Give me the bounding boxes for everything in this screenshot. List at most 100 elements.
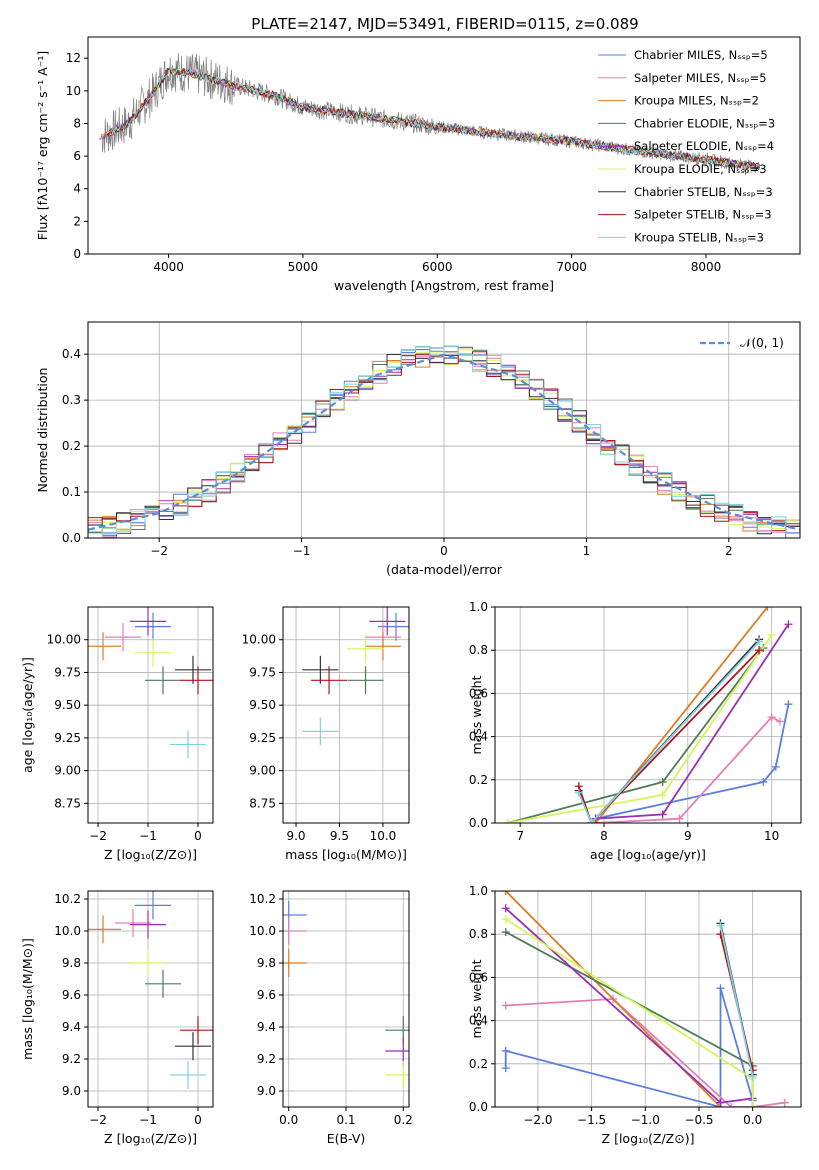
panel-3: −2 −1 0 8.75 9.00 9.25 9.50 9.75 10.00 Z [log₁₀(Z…: [20, 606, 214, 862]
plot-area: [283, 901, 409, 1089]
y-tick-label: 0.0: [469, 1100, 488, 1114]
plot-area: [302, 607, 409, 746]
x-tick-label: −1.0: [631, 1113, 660, 1127]
y-tick-label: 9.8: [62, 956, 81, 970]
weight-line: [577, 649, 760, 823]
x-tick-label: 1: [583, 544, 591, 558]
x-axis-label: age [log₁₀(age/yr)]: [590, 847, 706, 862]
x-tick-label: 2: [725, 544, 733, 558]
y-tick-label: 9.2: [257, 1052, 276, 1066]
y-tick-label: 9.0: [257, 1084, 276, 1098]
weight-line: [505, 907, 753, 1104]
y-tick-label: 0.2: [469, 773, 488, 787]
weight-marker: [784, 620, 793, 629]
panel-2: 𝒩(0, 1) −2 −1 0 1 2 0.0 0.1 0.2 0.3 0.4 (data-model…: [35, 321, 801, 577]
y-tick-label: 8.75: [249, 796, 276, 810]
weight-marker: [501, 1064, 510, 1073]
x-tick-label: 9.5: [330, 829, 349, 843]
weight-marker: [716, 984, 725, 993]
y-tick-label: 0.4: [469, 730, 488, 744]
weight-marker: [763, 607, 772, 611]
y-tick-label: 0: [73, 247, 81, 261]
y-tick-label: 9.6: [62, 988, 81, 1002]
x-tick-label: 6000: [422, 260, 453, 274]
axes-frame: [87, 36, 801, 255]
weight-marker: [755, 646, 764, 655]
legend-entry: 𝒩(0, 1): [740, 336, 784, 350]
y-tick-label: 0.6: [469, 686, 488, 700]
weight-marker: [501, 1046, 510, 1055]
weight-marker: [784, 700, 793, 709]
y-tick-label: 0.2: [62, 439, 81, 453]
weight-marker: [658, 790, 667, 799]
x-tick-label: 0: [194, 1113, 202, 1127]
weight-marker: [501, 928, 510, 937]
weight-marker: [501, 904, 510, 913]
axes-frame: [494, 890, 802, 1108]
x-axis-label: mass [log₁₀(M/M⊙)]: [285, 847, 407, 862]
x-tick-label: 0.0: [743, 1113, 762, 1127]
y-tick-label: 10.2: [54, 892, 81, 906]
x-tick-label: 0: [194, 829, 202, 843]
legend-entry: Kroupa ELODIE, Nₛₛₚ=3: [634, 162, 767, 176]
x-tick-label: −1: [139, 829, 157, 843]
weight-marker: [501, 1001, 510, 1010]
y-tick-label: 9.25: [249, 731, 276, 745]
x-axis-label: Z [log₁₀(Z/Z⊙)]: [602, 1131, 695, 1146]
y-tick-label: 0.1: [62, 485, 81, 499]
y-tick-label: 0.0: [469, 816, 488, 830]
plot-area: [88, 891, 213, 1089]
y-tick-label: 9.00: [54, 764, 81, 778]
x-tick-label: 0.2: [394, 1113, 413, 1127]
normal-curve: [88, 353, 800, 531]
y-axis-label: mass weight: [469, 959, 484, 1038]
weight-marker: [759, 777, 768, 786]
weight-marker: [780, 1098, 789, 1107]
weight-line: [504, 987, 754, 1107]
y-tick-label: 9.6: [257, 988, 276, 1002]
x-tick-label: 0: [440, 544, 448, 558]
y-axis-label: mass weight: [469, 675, 484, 754]
y-tick-label: 9.50: [54, 698, 81, 712]
x-tick-label: 10.0: [370, 829, 397, 843]
x-tick-label: 7: [516, 829, 524, 843]
plot-area: [501, 891, 789, 1107]
x-tick-label: 8: [600, 829, 608, 843]
legend-entry: Kroupa STELIB, Nₛₛₚ=3: [634, 230, 764, 244]
weight-marker: [767, 631, 776, 640]
weight-line: [505, 998, 786, 1107]
weight-marker: [587, 819, 596, 823]
y-axis-label: Flux [fλ10⁻¹⁷ erg cm⁻² s⁻¹ A⁻¹]: [35, 51, 50, 240]
x-axis-label: Z [log₁₀(Z/Z⊙)]: [104, 1131, 197, 1146]
weight-marker: [503, 819, 512, 823]
weight-line: [595, 716, 781, 823]
weight-marker: [748, 1103, 757, 1107]
figure-title: PLATE=2147, MJD=53491, FIBERID=0115, z=0…: [251, 15, 638, 33]
legend-entry: Kroupa MILES, Nₛₛₚ=2: [634, 94, 759, 108]
x-tick-label: −1: [293, 544, 311, 558]
weight-line: [719, 925, 754, 1077]
x-tick-label: 9: [684, 829, 692, 843]
weight-marker: [716, 1098, 725, 1107]
axes-frame: [87, 606, 214, 824]
legend-entry: Salpeter MILES, Nₛₛₚ=5: [634, 71, 767, 85]
legend-entry: Salpeter ELODIE, Nₛₛₚ=4: [634, 139, 774, 153]
y-tick-label: 10.0: [54, 924, 81, 938]
y-tick-label: 1.0: [469, 600, 488, 614]
panel-1: Chabrier MILES, Nₛₛₚ=5 Salpeter MILES, Nₛ…: [35, 36, 801, 293]
y-tick-label: 9.4: [62, 1020, 81, 1034]
y-tick-label: 9.50: [249, 698, 276, 712]
x-tick-label: −0.5: [684, 1113, 713, 1127]
panel-5: 7 8 9 10 0.0 0.2 0.4 0.6 0.8 1.0 age [log₁₀(age/yr…: [469, 600, 802, 862]
weight-line: [577, 640, 760, 823]
x-axis-label: E(B-V): [327, 1131, 366, 1146]
x-tick-label: −1.5: [577, 1113, 606, 1127]
x-axis-label: Z [log₁₀(Z/Z⊙)]: [104, 847, 197, 862]
y-tick-label: 0.6: [469, 970, 488, 984]
y-tick-label: 8: [73, 116, 81, 130]
y-tick-label: 9.25: [54, 731, 81, 745]
x-tick-label: −2: [89, 829, 107, 843]
y-tick-label: 9.0: [62, 1084, 81, 1098]
plot-area: [88, 607, 213, 759]
